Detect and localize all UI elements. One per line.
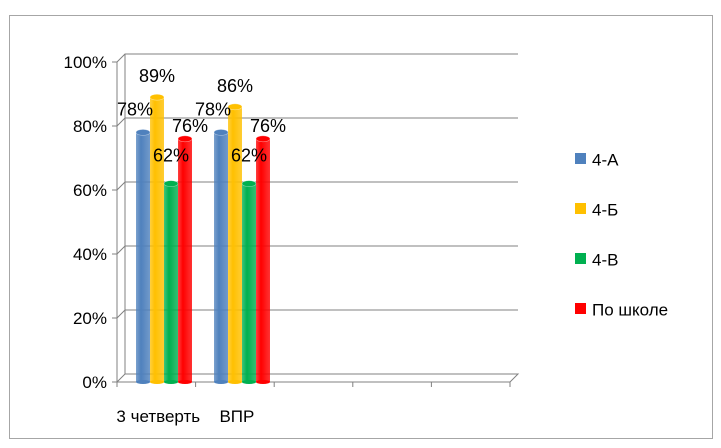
legend-item-4b: 4-Б bbox=[575, 200, 618, 222]
axes: 0% 20% 40% 60% 80% 100% 3 четверть ВПР bbox=[64, 53, 520, 426]
gridline bbox=[116, 53, 518, 63]
y-tick-label: 100% bbox=[64, 53, 107, 72]
bar-bottom bbox=[242, 380, 256, 384]
legend-swatch-4a bbox=[575, 153, 586, 165]
bar-bottom bbox=[214, 380, 228, 384]
bar-top bbox=[149, 93, 165, 101]
y-tick-label: 60% bbox=[73, 181, 107, 200]
bar-По школе-ВПР bbox=[256, 138, 270, 382]
data-label: 76% bbox=[172, 116, 208, 136]
bar-По школе-3 четверть bbox=[178, 138, 192, 382]
bar-bottom bbox=[228, 380, 242, 384]
bar-4-Б-ВПР bbox=[228, 106, 242, 383]
legend-item-4a: 4-А bbox=[575, 150, 618, 172]
data-label: 76% bbox=[250, 116, 286, 136]
data-label: 78% bbox=[117, 99, 153, 119]
data-label: 62% bbox=[153, 146, 189, 166]
bar-top bbox=[163, 180, 179, 187]
bar-4-А-ВПР bbox=[214, 132, 228, 382]
legend-item-school: По школе bbox=[575, 300, 668, 322]
bar-4-А-3 четверть bbox=[136, 132, 150, 382]
chart-frame bbox=[9, 15, 713, 439]
x-category-label: 3 четверть bbox=[116, 407, 200, 426]
legend-swatch-4v bbox=[575, 253, 586, 265]
bar-top bbox=[255, 135, 271, 143]
legend-label-school: По школе bbox=[592, 300, 669, 320]
y-tick-label: 0% bbox=[82, 373, 107, 392]
data-label: 78% bbox=[195, 99, 231, 119]
bar-bottom bbox=[136, 380, 150, 384]
legend-swatch-4b bbox=[575, 203, 586, 215]
y-tick-label: 80% bbox=[73, 117, 107, 136]
data-label: 62% bbox=[231, 146, 267, 166]
bar-top bbox=[177, 135, 193, 143]
legend-label-4v: 4-В bbox=[592, 250, 619, 270]
bar-bottom bbox=[150, 380, 164, 384]
legend-item-4v: 4-В bbox=[575, 250, 618, 272]
bar-top bbox=[213, 129, 229, 136]
bars bbox=[135, 93, 271, 384]
bar-4-В-3 четверть bbox=[164, 183, 178, 382]
data-labels: 78%89%62%76%78%86%62%76% bbox=[117, 66, 286, 165]
bar-top bbox=[227, 103, 243, 111]
y-tick-label: 40% bbox=[73, 245, 107, 264]
data-label: 89% bbox=[139, 66, 175, 86]
y-tick-label: 20% bbox=[73, 309, 107, 328]
legend-label-4a: 4-А bbox=[592, 150, 619, 170]
bar-bottom bbox=[256, 380, 270, 384]
bar-top bbox=[241, 180, 257, 187]
bar-top bbox=[135, 129, 151, 136]
legend-label-4b: 4-Б bbox=[592, 200, 619, 220]
floor bbox=[115, 373, 520, 383]
legend-swatch-school bbox=[575, 303, 586, 315]
bar-4-Б-3 четверть bbox=[150, 97, 164, 382]
data-label: 86% bbox=[217, 76, 253, 96]
x-category-label: ВПР bbox=[219, 407, 254, 426]
bar-bottom bbox=[178, 380, 192, 384]
bar-bottom bbox=[164, 380, 178, 384]
bar-4-В-ВПР bbox=[242, 183, 256, 382]
